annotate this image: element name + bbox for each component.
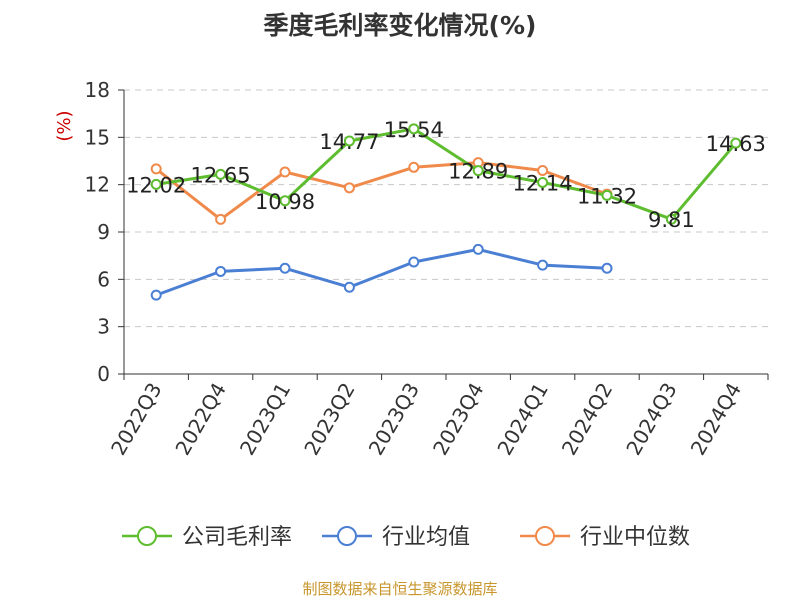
data-label: 14.77 <box>319 130 379 154</box>
x-tick-label: 2023Q4 <box>428 379 488 460</box>
data-point <box>343 281 355 293</box>
data-point <box>343 182 355 194</box>
series-lines <box>150 123 742 301</box>
x-tick-label: 2022Q4 <box>170 379 230 460</box>
data-label: 12.89 <box>448 160 508 184</box>
axes <box>118 89 769 380</box>
y-axis-label: (%) <box>54 110 75 141</box>
x-tick-label: 2023Q3 <box>364 379 424 460</box>
data-point <box>343 135 355 147</box>
data-point <box>279 166 291 178</box>
series-line <box>155 161 608 221</box>
x-tick-label: 2023Q2 <box>299 379 359 460</box>
y-tick-label: 18 <box>85 78 110 102</box>
data-point <box>537 176 549 188</box>
x-tick-label: 2024Q2 <box>557 379 617 460</box>
data-label: 10.98 <box>255 190 315 214</box>
data-point <box>279 262 291 274</box>
y-tick-label: 9 <box>97 220 110 244</box>
x-tick-label: 2022Q3 <box>106 379 166 460</box>
data-point <box>150 289 162 301</box>
data-label: 12.65 <box>191 163 251 187</box>
data-point <box>215 213 227 225</box>
legend-label[interactable]: 公司毛利率 <box>182 525 292 550</box>
data-label: 15.54 <box>384 118 444 142</box>
legend-marker <box>535 526 555 546</box>
series-line <box>155 247 608 297</box>
data-point <box>472 243 484 255</box>
y-tick-label: 12 <box>85 173 110 197</box>
data-point <box>665 213 677 225</box>
legend-marker <box>337 526 357 546</box>
y-tick-label: 0 <box>97 362 110 386</box>
legend-label[interactable]: 行业均值 <box>382 525 470 550</box>
y-tick-label: 15 <box>85 125 110 149</box>
legend-label[interactable]: 行业中位数 <box>580 525 690 550</box>
source-note: 制图数据来自恒生聚源数据库 <box>302 580 498 598</box>
data-label: 11.32 <box>577 184 637 208</box>
data-point <box>472 165 484 177</box>
data-point <box>408 123 420 135</box>
data-label: 12.14 <box>513 171 573 195</box>
data-point <box>215 168 227 180</box>
data-point <box>279 195 291 207</box>
data-label: 9.81 <box>648 208 695 232</box>
series-line <box>155 127 737 221</box>
legend-marker <box>137 526 157 546</box>
x-tick-label: 2024Q4 <box>686 379 746 460</box>
x-tick-label: 2023Q1 <box>235 379 295 460</box>
x-tick-label: 2024Q3 <box>621 379 681 460</box>
data-point <box>408 256 420 268</box>
x-tick-labels: 2022Q3 2022Q4 2023Q1 2023Q2 2023Q3 2023Q4 2024… <box>106 379 746 460</box>
grid-lines <box>124 89 768 328</box>
x-tick-label: 2024Q1 <box>492 379 552 460</box>
y-tick-label: 6 <box>97 267 110 291</box>
data-point <box>601 262 613 274</box>
data-point <box>215 265 227 277</box>
data-point <box>150 163 162 175</box>
data-point <box>730 137 742 149</box>
chart-title: 季度毛利率变化情况(%) <box>263 11 537 40</box>
data-point <box>537 259 549 271</box>
legend: 公司毛利率 行业均值 行业中位数 <box>122 525 690 550</box>
data-point <box>408 161 420 173</box>
y-tick-label: 3 <box>97 315 110 339</box>
y-tick-labels: 0 3 6 9 12 15 18 <box>85 78 110 386</box>
data-point <box>537 164 549 176</box>
data-point <box>601 189 613 201</box>
data-label: 14.63 <box>706 132 766 156</box>
data-label: 12.02 <box>126 173 186 197</box>
data-point <box>150 178 162 190</box>
